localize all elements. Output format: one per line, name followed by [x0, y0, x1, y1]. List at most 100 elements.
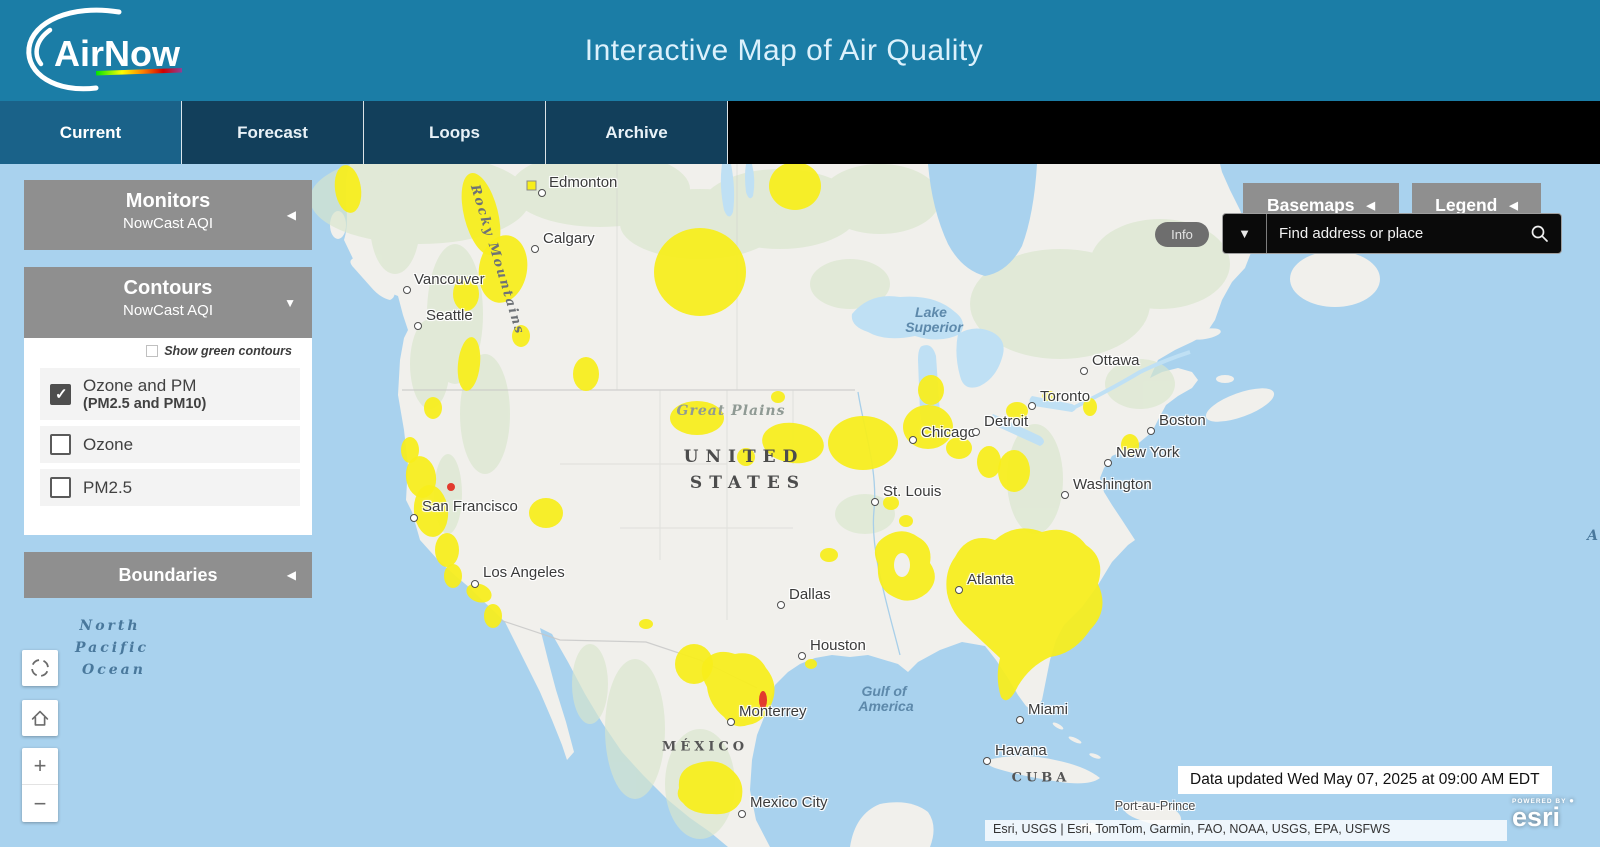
- option-label: PM2.5: [83, 477, 133, 497]
- contour-option-ozone-and-pm[interactable]: Ozone and PM (PM2.5 and PM10): [40, 368, 300, 420]
- aqi-contour-moderate: [639, 619, 653, 629]
- aqi-contour-moderate: [424, 397, 442, 419]
- aqi-contour-moderate: [334, 165, 362, 213]
- search-icon: [1531, 225, 1548, 242]
- aqi-contour-moderate: [401, 437, 419, 463]
- boundaries-panel-header[interactable]: Boundaries ◀: [24, 552, 312, 598]
- locate-button[interactable]: [22, 650, 58, 686]
- aqi-contour-unhealthy: [759, 691, 767, 709]
- contours-panel-header[interactable]: Contours NowCast AQI ▼: [24, 267, 312, 338]
- aqi-contour-moderate: [737, 448, 755, 466]
- checkbox-unchecked-icon[interactable]: [50, 434, 71, 455]
- aqi-contour-moderate: [413, 485, 449, 537]
- boundaries-title: Boundaries: [118, 565, 218, 585]
- aqi-contour-moderate: [946, 437, 972, 459]
- esri-globe-icon: ●: [1569, 796, 1575, 805]
- monitor-marker: [526, 180, 537, 191]
- tab-forecast[interactable]: Forecast: [182, 101, 364, 164]
- aqi-contour-moderate: [998, 450, 1030, 492]
- aqi-contour-layer: [334, 162, 1139, 815]
- collapse-left-icon: ◀: [1366, 200, 1376, 212]
- aqi-contour-moderate: [977, 446, 1001, 478]
- search-button[interactable]: [1530, 224, 1549, 243]
- aqi-contour-unhealthy: [447, 483, 455, 491]
- show-green-contours-checkbox[interactable]: [146, 345, 159, 357]
- aqi-contour-moderate: [466, 583, 492, 603]
- checkbox-unchecked-icon[interactable]: [50, 477, 71, 498]
- aqi-contour-moderate: [529, 498, 563, 528]
- aqi-contour-hole: [894, 553, 910, 577]
- option-label: Ozone: [83, 434, 134, 454]
- zoom-control: + −: [22, 748, 58, 822]
- aqi-contour-moderate: [820, 548, 838, 562]
- search-input[interactable]: [1267, 214, 1530, 253]
- data-updated-banner: Data updated Wed May 07, 2025 at 09:00 A…: [1178, 766, 1552, 794]
- aqi-contour-moderate: [883, 496, 899, 510]
- search-options-dropdown[interactable]: ▼: [1223, 214, 1267, 253]
- aqi-contour-moderate: [484, 604, 502, 628]
- main-nav: Current Forecast Loops Archive Info ▼: [0, 101, 1600, 254]
- aqi-contour-moderate: [435, 533, 459, 567]
- monitors-panel-header[interactable]: Monitors NowCast AQI ◀: [24, 180, 312, 250]
- map-attribution: Esri, USGS | Esri, TomTom, Garmin, FAO, …: [985, 820, 1507, 841]
- contour-option-pm25[interactable]: PM2.5: [40, 469, 300, 506]
- aqi-contour-moderate: [903, 405, 953, 449]
- aqi-contour-moderate: [701, 651, 775, 727]
- show-green-contours-row[interactable]: Show green contours: [24, 343, 312, 363]
- aqi-contour-moderate: [677, 761, 743, 815]
- aqi-contour-moderate: [769, 162, 821, 210]
- aqi-contour-moderate: [512, 325, 530, 347]
- app-header: AirNow Interactive Map of Air Quality: [0, 0, 1600, 101]
- collapse-left-icon: ◀: [286, 568, 296, 582]
- checkbox-checked-icon[interactable]: [50, 383, 71, 405]
- svg-text:AirNow: AirNow: [54, 33, 181, 74]
- aqi-contour-moderate: [444, 564, 462, 588]
- home-button[interactable]: [22, 700, 58, 736]
- search-box: ▼: [1222, 213, 1562, 254]
- aqi-contour-moderate: [1042, 391, 1056, 401]
- collapse-down-icon: ▼: [284, 295, 296, 310]
- option-label: Ozone and PM: [83, 376, 197, 395]
- contour-option-ozone[interactable]: Ozone: [40, 426, 300, 463]
- tab-current[interactable]: Current: [0, 101, 182, 164]
- tab-loops[interactable]: Loops: [364, 101, 546, 164]
- tab-archive[interactable]: Archive: [546, 101, 728, 164]
- zoom-out-button[interactable]: −: [33, 790, 47, 816]
- collapse-left-icon: ◀: [1509, 200, 1518, 212]
- show-green-contours-label: Show green contours: [164, 344, 292, 358]
- aqi-contour-moderate: [573, 357, 599, 391]
- info-button[interactable]: Info: [1155, 222, 1209, 247]
- monitors-title: Monitors: [125, 190, 211, 212]
- aqi-contour-moderate: [828, 416, 898, 470]
- basemaps-label: Basemaps: [1266, 195, 1355, 215]
- aqi-contour-moderate: [478, 235, 528, 303]
- locate-icon: [31, 659, 49, 677]
- aqi-contour-moderate: [946, 528, 1103, 701]
- aqi-contour-moderate: [654, 228, 746, 316]
- contours-panel-body: Show green contours Ozone and PM (PM2.5 …: [24, 338, 312, 535]
- nav-tabs: Current Forecast Loops Archive: [0, 101, 1600, 164]
- monitors-subtitle: NowCast AQI: [122, 215, 214, 232]
- aqi-contour-moderate: [453, 277, 479, 311]
- chevron-down-icon: ▼: [1238, 226, 1251, 241]
- aqi-contour-moderate: [899, 515, 913, 527]
- aqi-contour-moderate: [771, 391, 785, 403]
- aqi-contour-moderate: [461, 173, 501, 255]
- aqi-contour-moderate: [670, 401, 724, 435]
- aqi-contour-moderate: [457, 337, 481, 391]
- esri-logo: POWERED BY ● esri: [1512, 796, 1575, 832]
- aqi-contour-moderate: [1006, 402, 1028, 420]
- aqi-contour-moderate: [1083, 398, 1097, 416]
- page-title: Interactive Map of Air Quality: [584, 34, 984, 67]
- home-icon: [31, 710, 49, 726]
- airnow-logo[interactable]: AirNow: [16, 4, 201, 98]
- zoom-in-button[interactable]: +: [22, 748, 58, 785]
- contours-subtitle: NowCast AQI: [122, 302, 214, 319]
- legend-label: Legend: [1435, 195, 1498, 215]
- aqi-contour-moderate: [762, 422, 824, 464]
- option-sublabel: (PM2.5 and PM10): [83, 396, 207, 412]
- collapse-left-icon: ◀: [286, 208, 296, 222]
- aqi-contour-moderate: [918, 375, 944, 405]
- aqi-contour-moderate: [1121, 434, 1139, 456]
